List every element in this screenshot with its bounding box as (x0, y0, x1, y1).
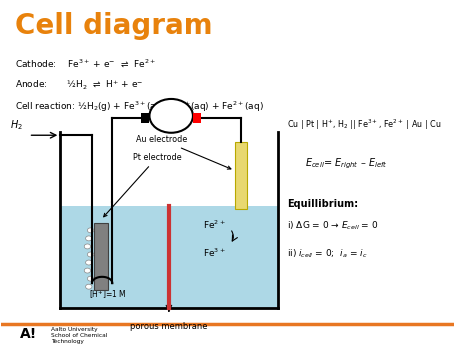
Text: i) ΔG = 0 → $E_{cell}$ = 0: i) ΔG = 0 → $E_{cell}$ = 0 (287, 220, 378, 232)
Bar (141, 113, 149, 122)
Bar (94, 223, 108, 290)
Text: porous membrane: porous membrane (130, 322, 208, 331)
Text: A!: A! (19, 327, 37, 341)
Circle shape (86, 284, 92, 289)
Circle shape (149, 99, 193, 133)
Bar (193, 113, 201, 122)
Text: Pt electrode: Pt electrode (104, 153, 182, 217)
Bar (235, 142, 247, 209)
Circle shape (87, 276, 94, 281)
Text: Cathode:    Fe$^{3+}$ + e$^{-}$  ⇌  Fe$^{2+}$: Cathode: Fe$^{3+}$ + e$^{-}$ ⇌ Fe$^{2+}$ (15, 58, 156, 70)
Circle shape (87, 228, 94, 233)
Circle shape (84, 268, 91, 273)
Circle shape (84, 244, 91, 249)
Text: [H$^{+}$]=1 M: [H$^{+}$]=1 M (89, 288, 127, 301)
Bar (60, 206, 278, 308)
Text: $E_{cell}$= $E_{right}$ – $E_{left}$: $E_{cell}$= $E_{right}$ – $E_{left}$ (305, 156, 387, 171)
Circle shape (86, 260, 92, 265)
Text: Au electrode: Au electrode (136, 135, 231, 169)
Text: Anode:       ½H$_{2}$  ⇌  H$^{+}$ + e$^{-}$: Anode: ½H$_{2}$ ⇌ H$^{+}$ + e$^{-}$ (15, 79, 143, 92)
Text: ii) $i_{cell}$ = 0;  $i_{a}$ = $i_{c}$: ii) $i_{cell}$ = 0; $i_{a}$ = $i_{c}$ (287, 248, 367, 261)
Circle shape (87, 252, 94, 257)
Text: Cell diagram: Cell diagram (15, 12, 213, 40)
Text: Fe$^{2+}$: Fe$^{2+}$ (203, 219, 226, 231)
Text: Fe$^{3+}$: Fe$^{3+}$ (203, 247, 226, 260)
Text: $E_{cell}$: $E_{cell}$ (162, 110, 181, 122)
Text: Equillibrium:: Equillibrium: (287, 199, 358, 209)
Text: Aalto University
School of Chemical
Technology: Aalto University School of Chemical Tech… (51, 327, 108, 344)
Text: Cell reaction: ½H$_{2}$(g) + Fe$^{3+}$(aq) ⇌ H$^{+}$(aq) + Fe$^{2+}$(aq): Cell reaction: ½H$_{2}$(g) + Fe$^{3+}$(a… (15, 100, 264, 114)
Text: $H_2$: $H_2$ (10, 118, 23, 132)
Text: Cu | Pt | H$^{+}$, H$_{2}$ || Fe$^{3+}$, Fe$^{2+}$ | Au | Cu: Cu | Pt | H$^{+}$, H$_{2}$ || Fe$^{3+}$,… (287, 118, 441, 132)
Circle shape (86, 236, 92, 241)
